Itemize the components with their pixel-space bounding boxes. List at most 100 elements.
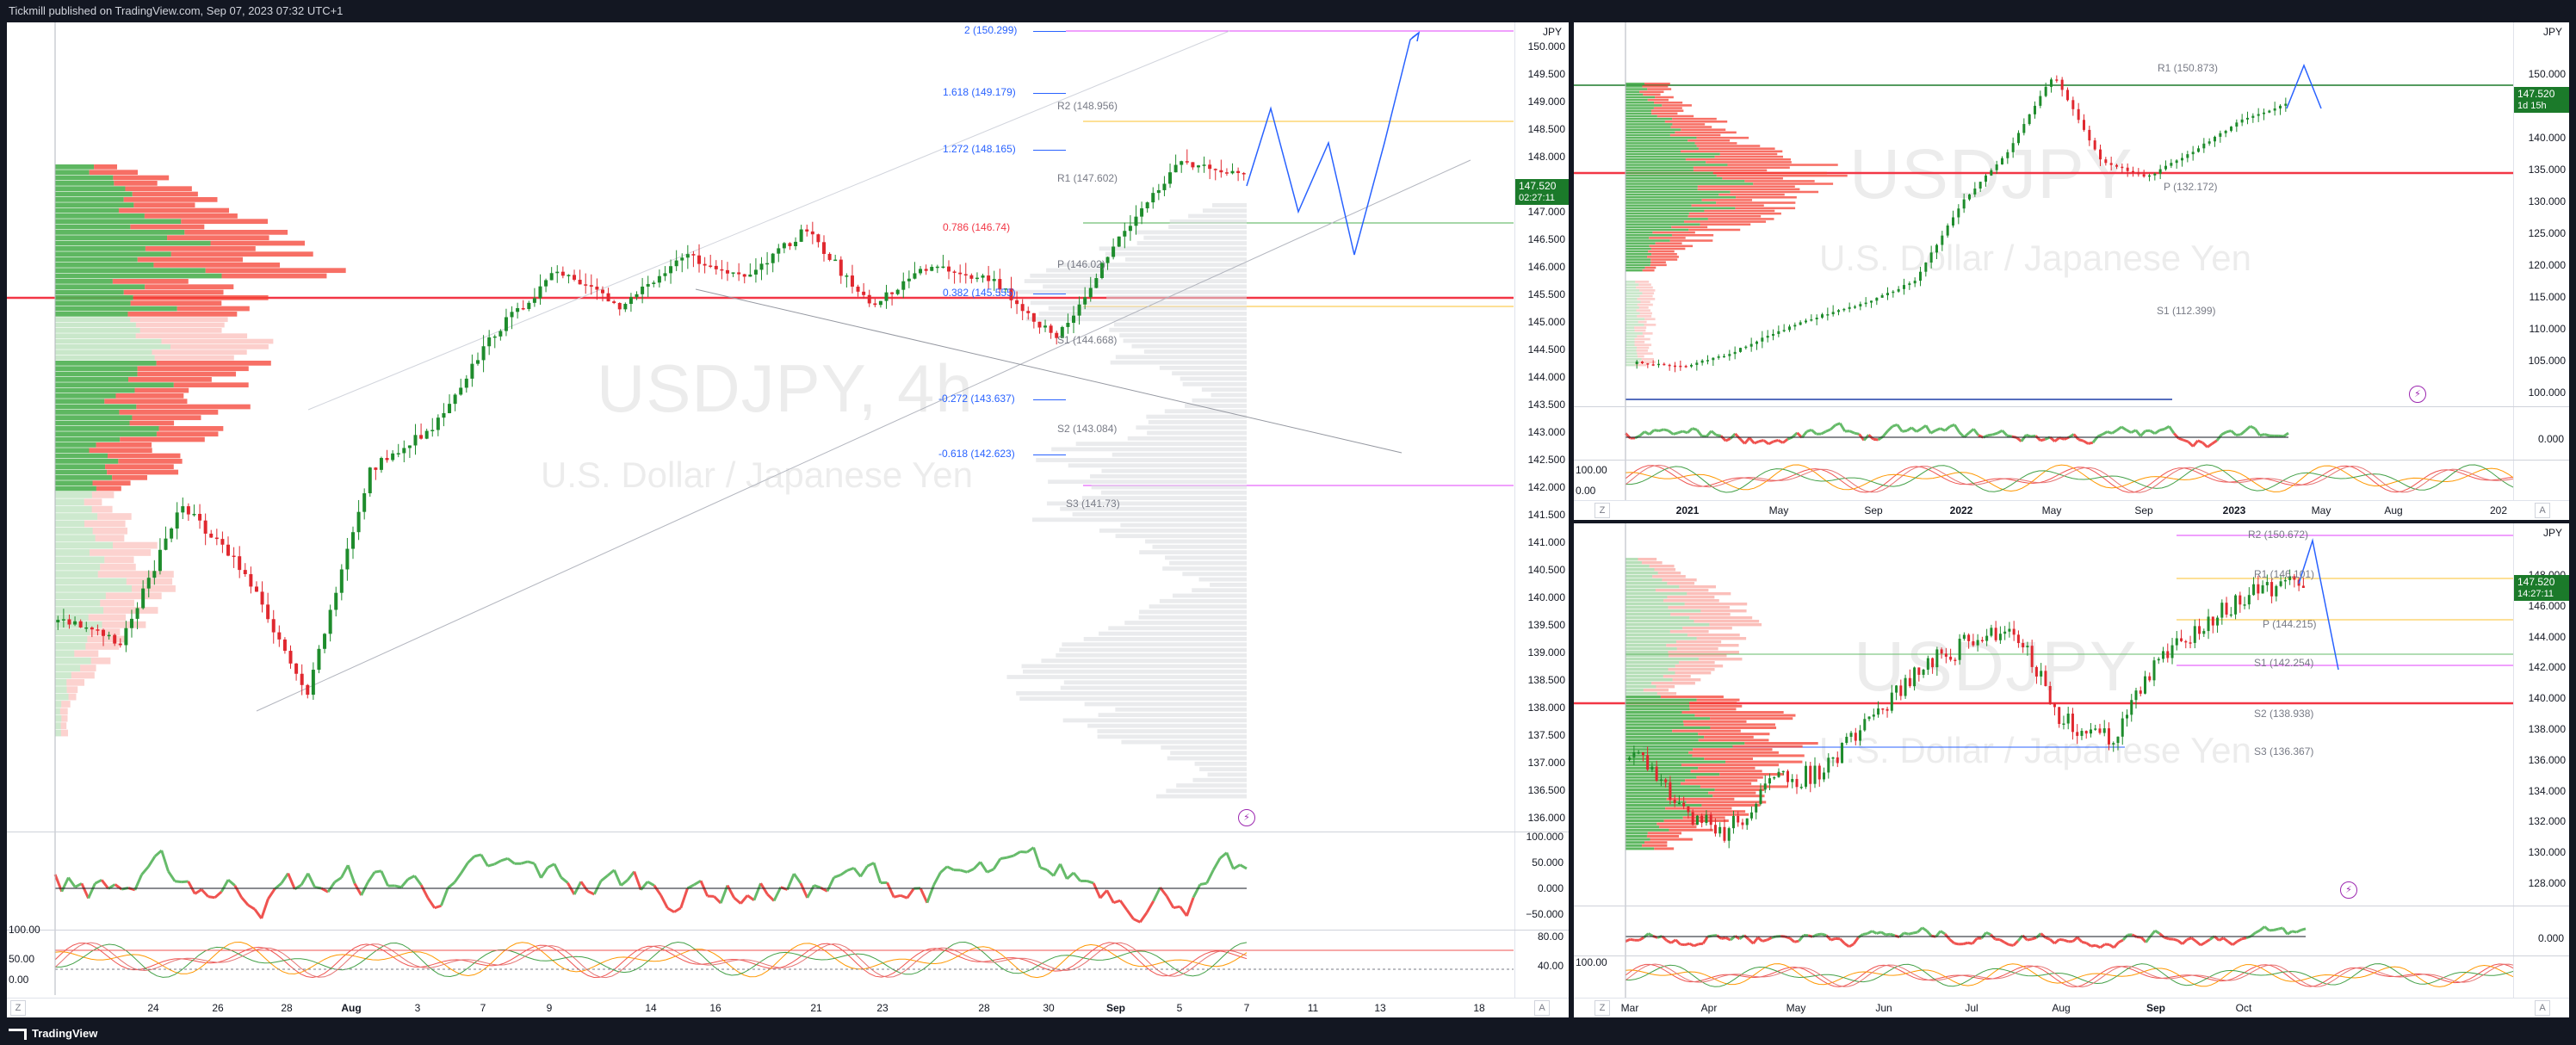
weekly-chart-panel[interactable]: USDJPY U.S. Dollar / Japanese Yen R1 (15… (1574, 22, 2569, 520)
oscillator-line (287, 873, 296, 890)
volume-profile-bar (1655, 96, 1674, 99)
volume-profile-bar (80, 665, 96, 671)
time-axis[interactable]: Z A 2021 May Sep 2022 May Sep 2023 May Aug 202 (1574, 500, 2569, 520)
oscillator-line (2136, 936, 2142, 939)
volume-profile-bar (1700, 785, 1788, 788)
oscillator-line (1748, 436, 1756, 445)
volume-profile-bar (55, 306, 177, 312)
candle-body (555, 271, 560, 274)
volume-profile-bar (1625, 748, 1694, 751)
candle-body (1990, 170, 1993, 176)
candle-body (391, 453, 395, 461)
main-price-canvas[interactable] (7, 22, 1514, 995)
oscillator-line (886, 881, 895, 898)
volume-profile-bar (1625, 841, 1644, 844)
alert-bolt-icon[interactable]: ⚡ (1238, 809, 1255, 826)
main-chart-panel[interactable]: USDJPY, 4h U.S. Dollar / Japanese Yen 2 … (7, 22, 1569, 1017)
candle-body (2148, 676, 2152, 681)
oscillator-line (2230, 430, 2238, 436)
volume-profile-bar (1625, 218, 1708, 220)
volume-profile-bar (1625, 751, 1689, 754)
volume-profile-bar (1642, 844, 1668, 847)
volume-profile-bar (1637, 335, 1644, 338)
oscillator-line (2300, 927, 2307, 931)
stochastic-line (1625, 464, 2515, 493)
oscillator-line (1762, 439, 1770, 446)
candle-body (2034, 666, 2038, 677)
oscillator-tick-label: 0.00 (1576, 485, 1596, 497)
zoom-button[interactable]: Z (10, 1000, 26, 1016)
alert-bolt-icon[interactable]: ⚡ (2409, 386, 2426, 403)
oscillator-line (1862, 932, 1868, 936)
volume-profile-bar (1625, 188, 1698, 191)
volume-profile-bar (84, 520, 126, 528)
volume-profile-bar (1625, 315, 1638, 318)
zoom-button[interactable]: Z (1595, 1000, 1610, 1016)
oscillator-line (1743, 934, 1750, 941)
volume-profile-bar (55, 431, 157, 437)
volume-profile-bar (1625, 620, 1694, 623)
volume-profile-bar (1625, 616, 1690, 620)
volume-profile-bar (1634, 329, 1646, 332)
price-tick-label: 139.500 (1527, 619, 1565, 631)
oscillator-line (586, 889, 595, 896)
volume-profile-bar (1625, 578, 1663, 582)
time-axis[interactable]: Z A 24 26 28 Aug 3 7 9 14 16 21 23 28 30 Sep 5 7 11 13 18 (7, 998, 1569, 1017)
candle-body (2071, 714, 2074, 733)
oscillator-line (167, 870, 176, 882)
candle-body (158, 549, 162, 572)
zoom-button[interactable]: Z (1595, 503, 1610, 518)
session-volume-bar (1108, 626, 1247, 631)
price-tick-label: 120.000 (2528, 259, 2566, 271)
daily-price-canvas[interactable] (1574, 523, 2521, 1002)
time-tick-label: Jun (1875, 1002, 1892, 1014)
candle-body (1695, 815, 1699, 825)
volume-profile-bar (1625, 98, 1648, 102)
volume-profile-bar (1687, 592, 1731, 596)
price-tick-label: 143.500 (1527, 399, 1565, 411)
candle-body (2293, 576, 2296, 580)
candle-body (1020, 304, 1025, 312)
candle-body (277, 632, 282, 640)
price-tick-label: 141.500 (1527, 509, 1565, 521)
daily-chart-panel[interactable]: USDJPY U.S. Dollar / Japanese Yen R2 (15… (1574, 523, 2569, 1017)
auto-scale-button[interactable]: A (2535, 503, 2550, 518)
candle-body (1145, 202, 1149, 209)
price-tick-label: 146.500 (1527, 233, 1565, 245)
volume-profile-bar (103, 607, 158, 614)
time-axis[interactable]: Z A Mar Apr May Jun Jul Aug Sep Oct (1574, 998, 2569, 1017)
volume-profile-bar (205, 268, 346, 274)
volume-profile-bar (118, 459, 183, 464)
stochastic-line (1625, 963, 2515, 987)
oscillator-line (506, 857, 516, 865)
volume-profile-bar (1625, 589, 1656, 592)
candle-body (186, 506, 190, 515)
volume-profile-bar (1693, 169, 1768, 172)
candle-body (2166, 651, 2170, 659)
oscillator-line (1854, 431, 1860, 436)
volume-profile-bar (1625, 286, 1637, 289)
oscillator-line (1066, 871, 1074, 881)
candle-body (2275, 585, 2278, 597)
session-volume-bar (1041, 659, 1247, 663)
session-volume-bar (1136, 425, 1247, 430)
candle-body (2175, 160, 2178, 164)
oscillator-line (2206, 442, 2214, 448)
candle-body (935, 266, 939, 269)
trendline (307, 30, 1230, 411)
volume-profile-bar (1696, 145, 1761, 147)
candle-body (1731, 815, 1735, 829)
oscillator-line (1867, 930, 1873, 935)
price-axis[interactable]: JPY 148.000146.000144.000142.000140.0001… (2513, 523, 2569, 1017)
session-volume-bar (1060, 685, 1247, 690)
volume-profile-bar (1656, 692, 1677, 696)
oscillator-line (1972, 428, 1980, 436)
volume-profile-bar (132, 415, 201, 421)
candle-body (788, 243, 792, 247)
weekly-price-canvas[interactable] (1574, 22, 2521, 504)
time-tick-label: 2021 (1675, 504, 1700, 516)
alert-bolt-icon[interactable]: ⚡ (2340, 881, 2357, 899)
candle-body (1872, 714, 1875, 717)
auto-scale-button[interactable]: A (2535, 1000, 2550, 1016)
auto-scale-button[interactable]: A (1534, 1000, 1550, 1016)
